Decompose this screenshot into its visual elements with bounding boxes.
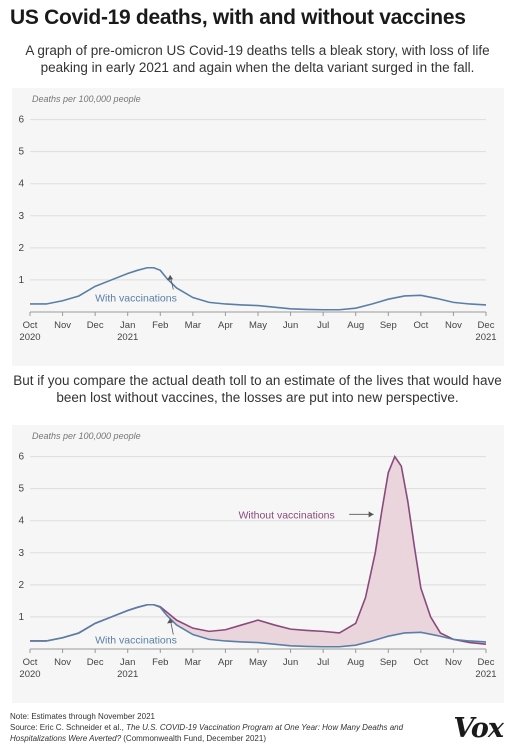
- series-line-with-vaccinations: [30, 603, 487, 648]
- x-tick-year-label: 2021: [475, 669, 496, 680]
- chart-footer: Note: Estimates through November 2021 So…: [10, 711, 450, 744]
- y-tick-label: 6: [18, 452, 24, 463]
- y-tick-label: 3: [18, 548, 24, 559]
- x-tick-year-label: 2021: [117, 669, 138, 680]
- x-tick-year-label: 2021: [475, 332, 496, 343]
- annotation-without-vaccinations: Without vaccinations: [238, 509, 334, 521]
- x-tick-label: Aug: [347, 657, 364, 668]
- series-line-with-vaccinations: [30, 266, 487, 311]
- x-tick-label: Jan: [120, 320, 135, 331]
- y-tick-label: 4: [18, 179, 24, 190]
- source-note: Source: Eric C. Schneider et al., The U.…: [10, 723, 404, 743]
- y-tick-label: 2: [18, 580, 24, 591]
- y-tick-label: 2: [18, 243, 24, 254]
- x-tick-label: Nov: [445, 657, 462, 668]
- x-tick-label: May: [249, 320, 267, 331]
- arrowhead-icon: [167, 275, 174, 281]
- x-tick-label: Dec: [478, 657, 495, 668]
- x-tick-label: Jul: [317, 657, 329, 668]
- footnote: Note: Estimates through November 2021: [10, 712, 155, 721]
- annotation-with-vaccinations: With vaccinations: [95, 634, 177, 646]
- y-tick-label: 1: [18, 612, 24, 623]
- chart-panel-comparison: Deaths per 100,000 people 1 2 3 4 5 6 Oct 2020 No…: [12, 425, 504, 703]
- x-tick-label: Nov: [54, 320, 71, 331]
- arrowhead-icon: [368, 511, 374, 518]
- x-tick-label: Mar: [185, 657, 201, 668]
- annotation-with-vaccinations: With vaccinations: [95, 293, 177, 305]
- x-tick-label: Dec: [87, 657, 104, 668]
- x-tick-label: Sep: [380, 657, 397, 668]
- x-tick-label: Dec: [87, 320, 104, 331]
- x-tick-label: Apr: [218, 320, 233, 331]
- arrowhead-icon: [167, 618, 174, 624]
- x-tick-label: Oct: [23, 320, 38, 331]
- y-tick-label: 1: [18, 275, 24, 286]
- chart-title: US Covid-19 deaths, with and without vac…: [10, 6, 466, 29]
- x-tick-label: Feb: [152, 657, 168, 668]
- y-tick-label: 3: [18, 211, 24, 222]
- chart-subtitle-comparison: But if you compare the actual death toll…: [13, 373, 502, 405]
- y-axis-label: Deaths per 100,000 people: [32, 94, 141, 104]
- area-averted-deaths: [30, 456, 486, 647]
- line-chart-with-vaccinations: Deaths per 100,000 people123456Oct2020No…: [18, 94, 496, 343]
- x-tick-label: Mar: [185, 320, 201, 331]
- x-tick-label: Sep: [380, 320, 397, 331]
- x-tick-label: Oct: [413, 320, 428, 331]
- x-tick-label: Jul: [317, 320, 329, 331]
- chart-subtitle: A graph of pre-omicron US Covid-19 death…: [25, 43, 490, 75]
- y-tick-label: 5: [18, 484, 24, 495]
- x-tick-year-label: 2020: [19, 669, 40, 680]
- x-tick-label: Jun: [283, 657, 298, 668]
- y-tick-label: 6: [18, 115, 24, 126]
- x-tick-label: Apr: [218, 657, 233, 668]
- chart-panel-with-vaccinations: Deaths per 100,000 people 1 2 3 4 5 6 Oct 2020 No…: [12, 88, 504, 366]
- x-tick-label: Feb: [152, 320, 168, 331]
- x-tick-label: Jun: [283, 320, 298, 331]
- x-tick-label: Jan: [120, 657, 135, 668]
- x-tick-label: Oct: [23, 657, 38, 668]
- x-tick-label: Oct: [413, 657, 428, 668]
- y-tick-label: 5: [18, 147, 24, 158]
- x-tick-label: May: [249, 657, 267, 668]
- vox-logo: Vox: [453, 713, 504, 744]
- x-tick-label: Nov: [445, 320, 462, 331]
- area-chart-with-without-vaccinations: Deaths per 100,000 people123456Oct2020No…: [18, 431, 496, 680]
- y-tick-label: 4: [18, 516, 24, 527]
- x-tick-label: Aug: [347, 320, 364, 331]
- x-tick-label: Nov: [54, 657, 71, 668]
- x-tick-year-label: 2021: [117, 332, 138, 343]
- y-axis-label: Deaths per 100,000 people: [32, 431, 141, 441]
- x-tick-label: Dec: [478, 320, 495, 331]
- x-tick-year-label: 2020: [19, 332, 40, 343]
